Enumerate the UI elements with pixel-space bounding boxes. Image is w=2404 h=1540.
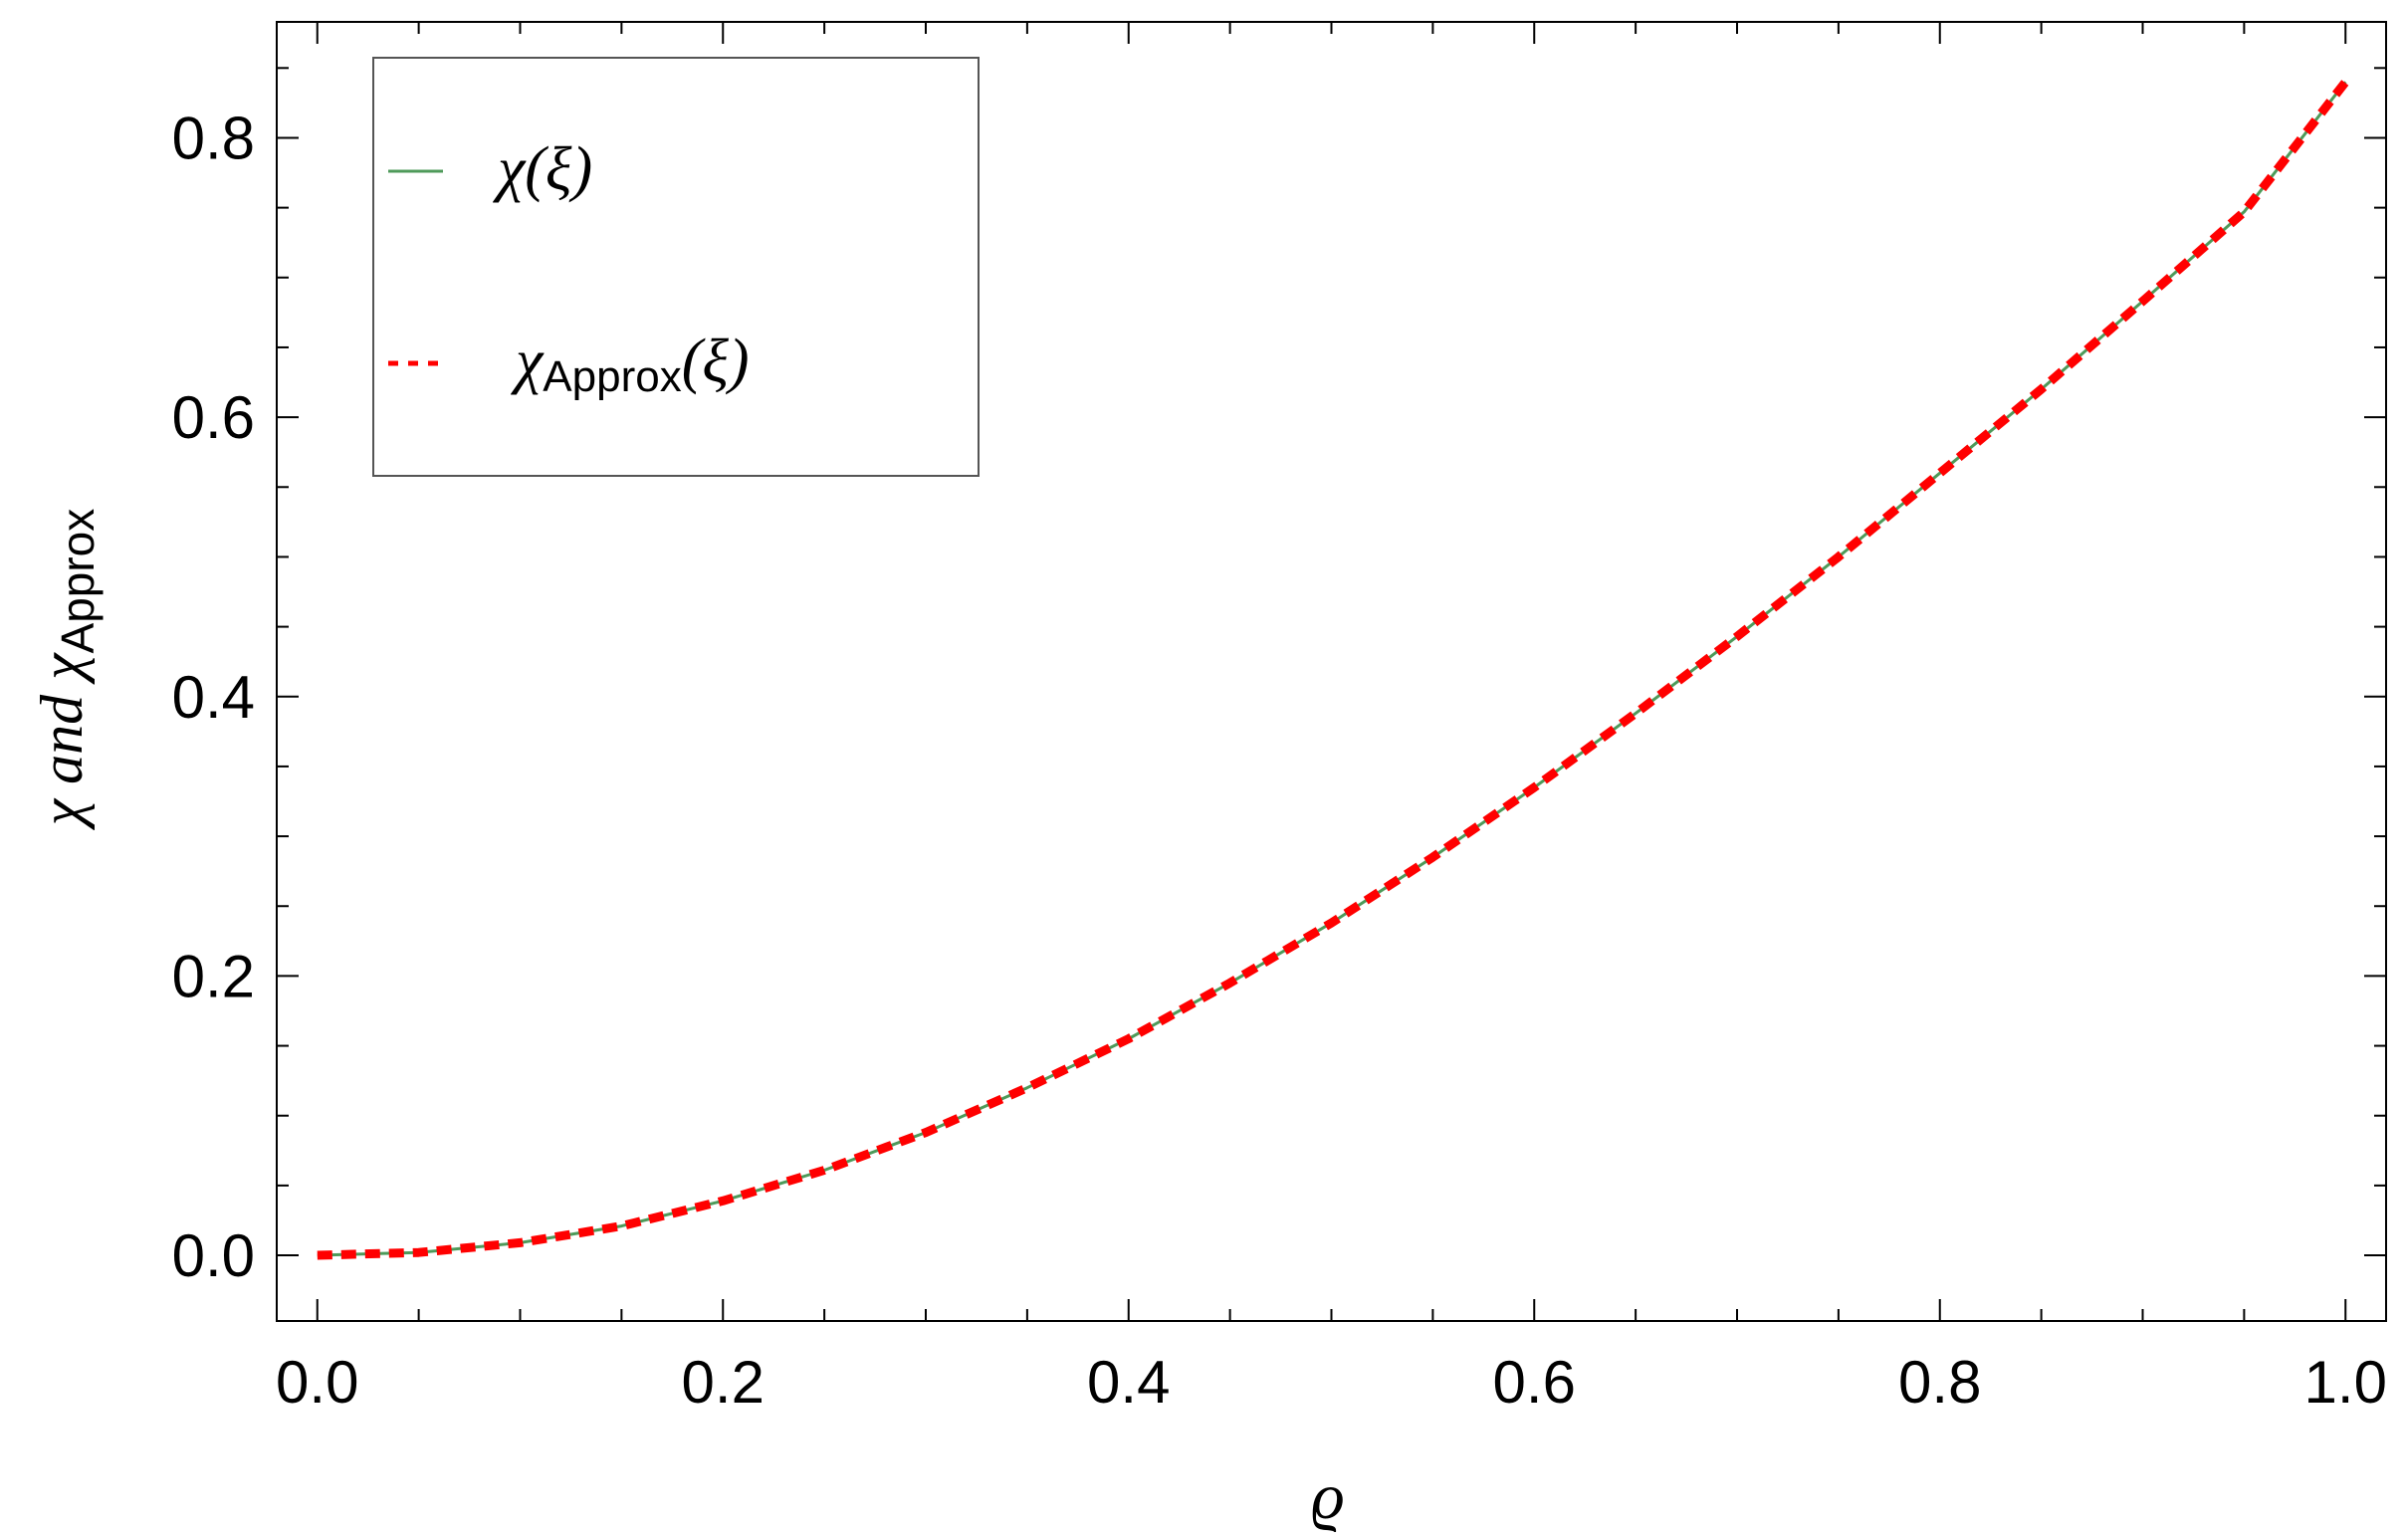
legend-label-exact: χ(ξ) <box>493 135 592 203</box>
y-tick-label: 0.6 <box>172 384 255 451</box>
y-axis-title-main: χ and χ <box>29 652 95 830</box>
x-tick-label: 0.0 <box>276 1349 358 1416</box>
y-tick-label: 0.8 <box>172 105 255 171</box>
x-tick-label: 0.4 <box>1087 1349 1170 1416</box>
legend: χ(ξ) χApprox(ξ) <box>372 57 980 477</box>
y-axis-title: χ and χApprox <box>29 509 104 831</box>
x-tick-label: 0.2 <box>682 1349 765 1416</box>
x-tick-label: 0.8 <box>1898 1349 1981 1416</box>
x-axis-title: ϱ <box>1311 1460 1344 1533</box>
legend-box <box>372 57 980 477</box>
y-tick-label: 0.0 <box>172 1222 255 1289</box>
series-line-approx <box>317 79 2349 1260</box>
tick-labels: 0.0 0.2 0.4 0.6 0.8 1.0 0.0 0.2 0.4 0.6 0.8 <box>172 105 2387 1416</box>
y-tick-label: 0.4 <box>172 664 255 731</box>
y-tick-label: 0.2 <box>172 943 255 1009</box>
y-axis-title-sub: Approx <box>52 509 104 654</box>
legend-label-approx: χApprox(ξ) <box>511 328 750 401</box>
x-tick-label: 0.6 <box>1493 1349 1576 1416</box>
axis-ticks <box>277 22 2386 1321</box>
x-tick-label: 1.0 <box>2304 1349 2387 1416</box>
